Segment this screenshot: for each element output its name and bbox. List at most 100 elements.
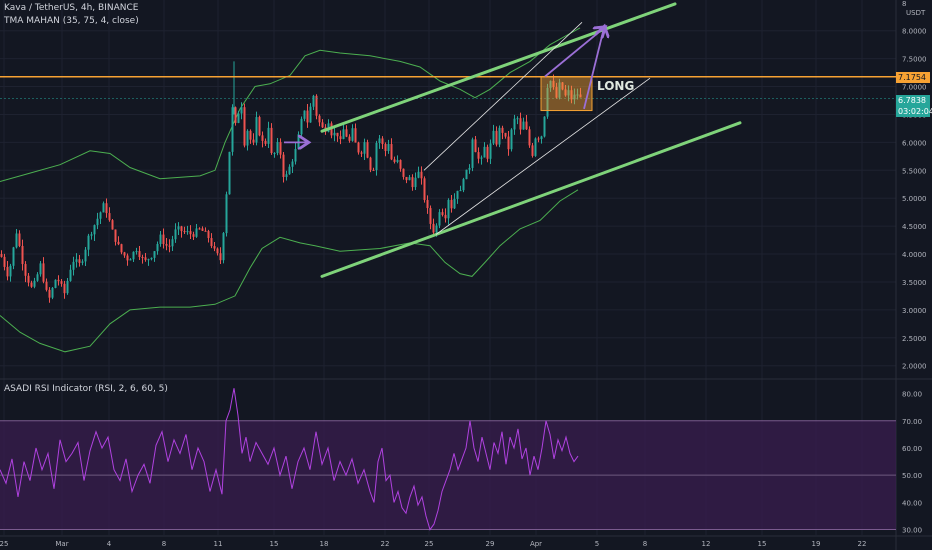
candle-body (429, 208, 432, 224)
candle-body (36, 274, 39, 281)
candle-body (87, 235, 90, 250)
time-tick-label: 22 (381, 540, 390, 548)
candle-body (504, 132, 507, 137)
candle-body (384, 144, 387, 151)
candle-body (291, 161, 294, 167)
candle-body (201, 228, 204, 231)
candle-body (225, 194, 228, 234)
candle-body (381, 138, 384, 145)
candle-body (279, 142, 282, 155)
time-tick-label: 18 (320, 540, 329, 548)
candle-body (144, 257, 147, 260)
candle-body (492, 130, 495, 144)
candle-body (258, 117, 261, 136)
candle-body (480, 157, 483, 159)
candle-body (123, 252, 126, 256)
rsi-series-line (0, 388, 579, 531)
time-tick-label: Mar (55, 540, 68, 548)
candle-body (66, 280, 69, 294)
candle-body (474, 139, 477, 153)
candle-body (267, 127, 270, 144)
countdown-tag: 03:02:04 (896, 106, 932, 117)
candle-body (81, 261, 84, 263)
candle-body (63, 283, 66, 294)
candle-body (528, 129, 531, 146)
candle-body (501, 127, 504, 133)
candle-body (393, 159, 396, 162)
candle-body (306, 110, 309, 123)
candle-body (147, 259, 150, 261)
candle-body (348, 136, 351, 141)
candle-body (408, 177, 411, 181)
candle-body (174, 229, 177, 240)
trendline (320, 121, 742, 278)
candle-body (387, 144, 390, 151)
candle-body (264, 140, 267, 144)
time-tick-label: 19 (812, 540, 821, 548)
envelope-upper-band (0, 27, 581, 182)
candle-body (426, 200, 429, 209)
candle-body (546, 87, 549, 117)
candle-body (489, 143, 492, 159)
price-tick-label: 3.0000 (902, 307, 927, 315)
channel-line (423, 22, 583, 171)
candle-body (417, 171, 420, 178)
rsi-title: ASADI RSI Indicator (RSI, 2, 6, 60, 5) (4, 384, 168, 394)
candle-body (468, 167, 471, 170)
candle-body (477, 152, 480, 159)
candle-body (183, 231, 186, 233)
annotations (284, 2, 742, 278)
candle-body (441, 212, 444, 215)
candlesticks (0, 61, 582, 303)
candle-body (249, 130, 252, 140)
candle-body (126, 255, 129, 261)
candle-body (270, 127, 273, 153)
candle-body (138, 251, 141, 257)
candle-body (534, 138, 537, 156)
price-tick-label: 8.0000 (902, 28, 927, 36)
candle-body (114, 229, 117, 242)
candle-body (99, 212, 102, 219)
candle-body (321, 122, 324, 128)
candle-body (543, 116, 546, 137)
candle-body (198, 228, 201, 230)
candle-body (72, 261, 75, 270)
candle-body (462, 179, 465, 191)
time-tick-label: Apr (530, 540, 542, 548)
resistance-price-tag: 7.1754 (896, 72, 930, 83)
candle-body (27, 275, 30, 283)
candle-body (111, 220, 114, 230)
time-tick-label: 29 (486, 540, 495, 548)
candle-body (576, 94, 579, 96)
candle-body (192, 234, 195, 237)
candle-body (396, 160, 399, 162)
candle-body (6, 266, 9, 277)
time-tick-label: 22 (858, 540, 867, 548)
candle-body (354, 128, 357, 143)
candle-body (411, 177, 414, 188)
candle-body (48, 289, 51, 298)
candle-body (153, 251, 156, 258)
rsi-tick-label: 50.00 (902, 472, 922, 480)
candle-body (195, 228, 198, 237)
candle-body (312, 95, 315, 107)
candle-body (177, 226, 180, 230)
time-tick-label: 4 (107, 540, 112, 548)
candle-body (561, 82, 564, 90)
candle-body (204, 230, 207, 232)
candle-body (549, 80, 552, 88)
candle-body (570, 90, 573, 100)
price-tick-label: 5.0000 (902, 195, 927, 203)
candle-body (459, 190, 462, 192)
candle-body (345, 129, 348, 137)
candle-body (18, 233, 21, 246)
candle-body (351, 128, 354, 141)
candle-body (303, 110, 306, 119)
candle-body (402, 168, 405, 177)
candle-body (315, 95, 318, 116)
candle-body (420, 171, 423, 179)
candle-body (369, 157, 372, 170)
rsi-tick-label: 40.00 (902, 499, 922, 507)
candle-body (414, 177, 417, 188)
